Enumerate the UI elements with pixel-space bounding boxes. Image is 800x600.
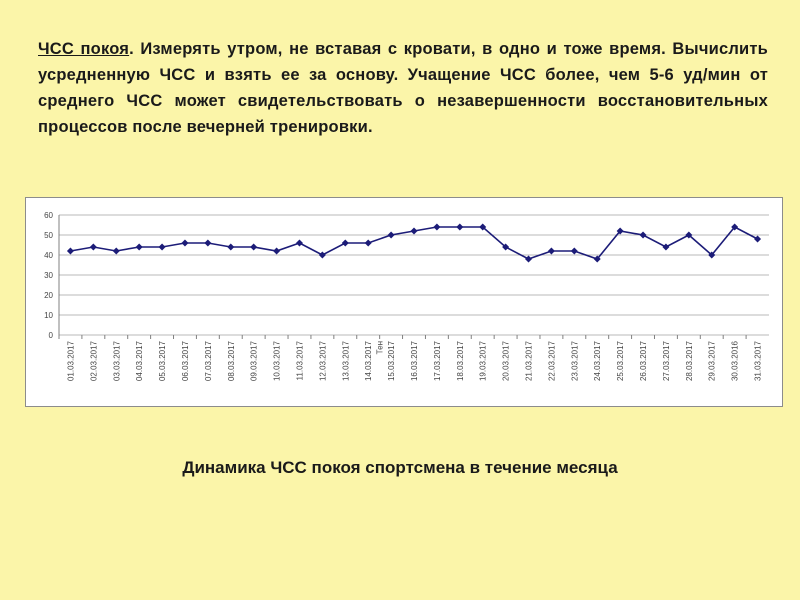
point-marker: [295, 239, 303, 247]
point-marker: [318, 251, 326, 259]
y-tick-label: 20: [44, 291, 53, 300]
x-tick-label: 08.03.2017: [227, 340, 236, 381]
point-marker: [570, 247, 578, 255]
x-tick-label: 30.03.2016: [731, 340, 740, 381]
x-tick-label: 25.03.2017: [616, 340, 625, 381]
point-marker: [89, 243, 97, 251]
chart-title: Динамика ЧСС покоя спортсмена в течение …: [182, 458, 618, 477]
point-marker: [547, 247, 555, 255]
x-tick-label: 15.03.2017: [387, 340, 396, 381]
x-tick-label: 10.03.2017: [273, 340, 282, 381]
point-marker: [708, 251, 716, 259]
point-marker: [410, 227, 418, 235]
x-tick-label: 29.03.2017: [708, 340, 717, 381]
point-marker: [616, 227, 624, 235]
x-tick-label: 06.03.2017: [181, 340, 190, 381]
x-tick-label: 03.03.2017: [112, 340, 121, 381]
x-tick-label: 09.03.2017: [250, 340, 259, 381]
x-tick-label: 18.03.2017: [456, 340, 465, 381]
x-tick-label: 17.03.2017: [433, 340, 442, 381]
point-marker: [181, 239, 189, 247]
point-marker: [112, 247, 120, 255]
point-marker: [525, 255, 533, 263]
point-marker: [66, 247, 74, 255]
point-marker: [731, 223, 739, 231]
y-tick-label: 0: [49, 331, 54, 340]
x-tick-label: 13.03.2017: [341, 340, 350, 381]
x-tick-label: 20.03.2017: [502, 340, 511, 381]
y-tick-label: 60: [44, 211, 53, 220]
point-marker: [387, 231, 395, 239]
point-marker: [502, 243, 510, 251]
x-tick-label: 16.03.2017: [410, 340, 419, 381]
chart-frame: 0 10 20 30 40 50 60 01.03.2017 02.03.2017 03.03.2…: [25, 197, 783, 407]
y-tick-label: 50: [44, 231, 53, 240]
point-marker: [364, 239, 372, 247]
point-marker: [662, 243, 670, 251]
x-tick-label: 21.03.2017: [525, 340, 534, 381]
x-tick-label: 19.03.2017: [479, 340, 488, 381]
x-tick-label: 11.03.2017: [295, 340, 304, 380]
x-tick-label: 24.03.2017: [593, 340, 602, 381]
x-tick-label: 12.03.2017: [318, 340, 327, 381]
point-marker: [273, 247, 281, 255]
x-tick-label: 22.03.2017: [547, 340, 556, 381]
intro-body: . Измерять утром, не вставая с кровати, …: [38, 40, 768, 136]
point-marker: [685, 231, 693, 239]
y-tick-label: 40: [44, 251, 53, 260]
intro-lead: ЧСС покоя: [38, 40, 130, 58]
x-tick-label: 05.03.2017: [158, 340, 167, 381]
x-tick-label: 14.03.2017: [364, 340, 373, 381]
x-tick-label: 02.03.2017: [89, 340, 98, 381]
x-tick-label: 26.03.2017: [639, 340, 648, 381]
chart: 0 10 20 30 40 50 60 01.03.2017 02.03.2017 03.03.2…: [44, 211, 769, 381]
x-tick-label: 28.03.2017: [685, 340, 694, 381]
annotation: Тен: [376, 341, 385, 354]
point-marker: [593, 255, 601, 263]
x-tick-label: 27.03.2017: [662, 340, 671, 381]
point-marker: [754, 235, 762, 243]
x-tick-label: 07.03.2017: [204, 340, 213, 381]
y-tick-label: 10: [44, 311, 53, 320]
point-marker: [250, 243, 258, 251]
point-marker: [227, 243, 235, 251]
x-tick-label: 01.03.2017: [66, 340, 75, 381]
point-marker: [456, 223, 464, 231]
point-marker: [204, 239, 212, 247]
point-marker: [158, 243, 166, 251]
x-tick-label: 04.03.2017: [135, 340, 144, 381]
intro-text: ЧСС покоя. Измерять утром, не вставая с …: [38, 36, 768, 140]
x-tick-label: 23.03.2017: [570, 340, 579, 381]
point-marker: [341, 239, 349, 247]
point-marker: [135, 243, 143, 251]
y-tick-label: 30: [44, 271, 53, 280]
point-marker: [639, 231, 647, 239]
point-marker: [433, 223, 441, 231]
point-marker: [479, 223, 487, 231]
x-tick-label: 31.03.2017: [754, 340, 763, 381]
